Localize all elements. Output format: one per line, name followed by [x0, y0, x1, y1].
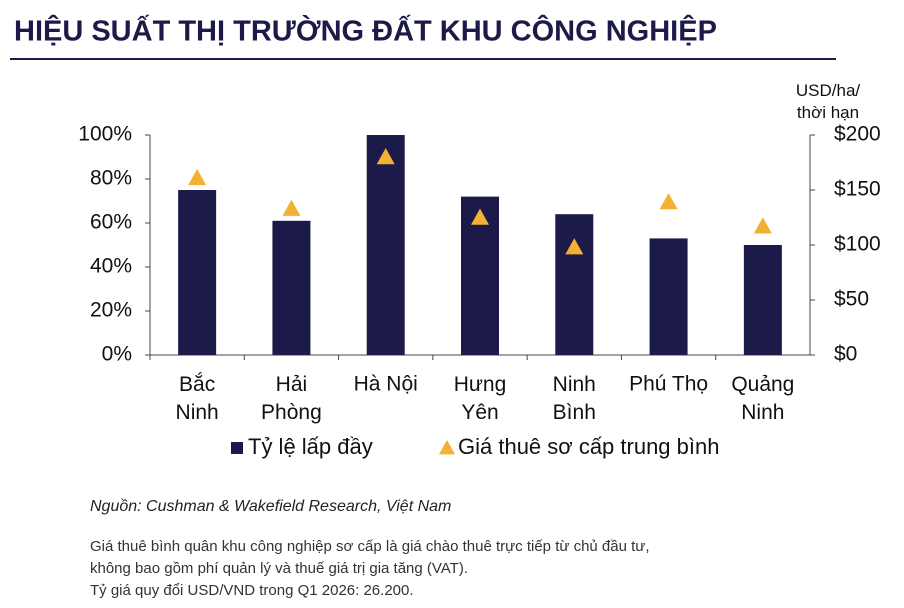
x-tick-label: Quảng Ninh — [731, 373, 794, 424]
source: Nguồn: Cushman & Wakefield Research, Việ… — [90, 498, 451, 515]
bar — [649, 238, 688, 355]
bar — [272, 220, 311, 355]
triangle-marker — [753, 217, 772, 234]
y-tick-label: 60% — [90, 211, 132, 234]
legend-label: Tỷ lệ lấp đầy — [248, 434, 373, 459]
triangle-marker — [471, 208, 489, 225]
bar — [743, 245, 782, 355]
bar — [366, 135, 405, 355]
note: Giá thuê bình quân khu công nghiệp sơ cấ… — [90, 538, 650, 555]
triangle-marker — [376, 148, 395, 165]
triangle-marker — [565, 238, 584, 255]
chart-title: HIỆU SUẤT THỊ TRƯỜNG ĐẤT KHU CÔNG NGHIỆP — [14, 14, 717, 48]
bar — [178, 190, 217, 355]
y2-tick-label: $0 — [834, 343, 857, 366]
y2-tick-label: $150 — [834, 178, 881, 201]
y2-tick-label: $200 — [834, 123, 881, 146]
x-tick-label: Ninh Bình — [553, 373, 596, 424]
note: không bao gồm phí quản lý và thuế giá tr… — [90, 560, 468, 577]
legend-label: Giá thuê sơ cấp trung bình — [458, 434, 719, 459]
legend-marker — [231, 442, 243, 454]
x-tick-label: Phú Thọ — [629, 373, 708, 396]
bar — [555, 214, 594, 355]
legend-marker — [439, 440, 455, 455]
y-tick-label: 0% — [102, 343, 132, 366]
triangle-marker — [188, 168, 207, 186]
x-tick-label: Hà Nội — [354, 373, 418, 396]
triangle-marker — [282, 199, 301, 216]
y2-tick-label: $100 — [834, 233, 881, 256]
y-tick-label: 80% — [90, 167, 132, 190]
y-tick-label: 20% — [90, 299, 132, 322]
x-tick-label: Hải Phòng — [261, 373, 322, 424]
y-tick-label: 40% — [90, 255, 132, 278]
note: Tỷ giá quy đổi USD/VND trong Q1 2026: 26… — [90, 582, 414, 599]
y2-axis-label: USD/ha/thời hạn — [796, 81, 861, 122]
y2-tick-label: $50 — [834, 288, 869, 311]
x-tick-label: Bắc Ninh — [176, 373, 219, 424]
y-tick-label: 100% — [78, 123, 132, 146]
x-tick-label: Hưng Yên — [454, 373, 507, 424]
triangle-marker — [659, 193, 678, 210]
